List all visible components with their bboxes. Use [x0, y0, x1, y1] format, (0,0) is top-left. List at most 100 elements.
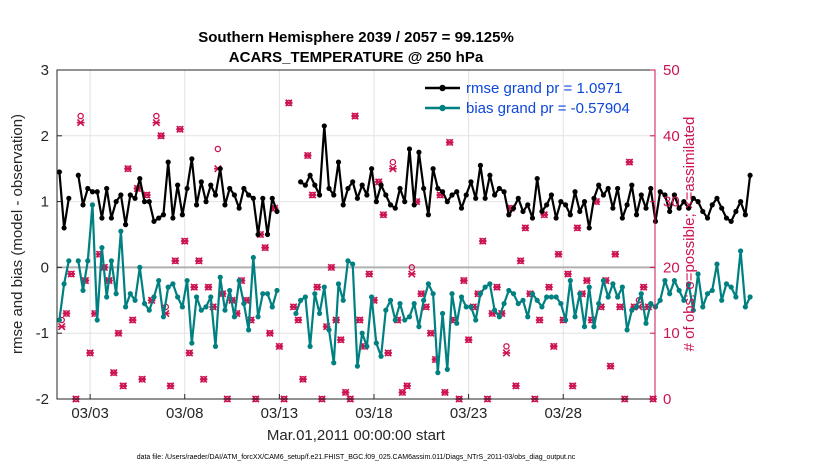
- rmse-point: [728, 218, 734, 224]
- rmse-point: [700, 208, 706, 215]
- rmse-point: [122, 222, 129, 228]
- obs-assimilated-marker: [464, 336, 473, 344]
- rmse-point: [321, 123, 327, 129]
- bias-point: [421, 297, 427, 303]
- rmse-point: [529, 215, 536, 221]
- obs-assimilated-marker: [308, 191, 317, 199]
- bias-point: [577, 291, 583, 297]
- rmse-point: [255, 231, 261, 238]
- bias-point: [496, 314, 502, 320]
- rmse-point: [137, 175, 143, 182]
- rmse-point: [667, 208, 673, 215]
- rmse-point: [350, 179, 356, 185]
- rmse-point: [274, 208, 280, 215]
- rmse-point: [146, 199, 152, 205]
- rmse-point: [638, 192, 644, 198]
- rmse-point: [534, 175, 540, 182]
- rmse-point: [506, 212, 512, 218]
- obs-assimilated-marker: [341, 388, 350, 397]
- rmse-point: [468, 179, 474, 185]
- rmse-point: [619, 215, 625, 221]
- bias-point: [170, 281, 176, 287]
- rmse-point: [151, 218, 157, 224]
- y2-axis-label: # of obs: o=possible; ×=assimilated: [681, 117, 698, 352]
- bias-point: [439, 310, 446, 317]
- rmse-point: [586, 225, 592, 231]
- obs-assimilated-marker: [195, 257, 203, 265]
- obs-assimilated-marker: [313, 283, 322, 291]
- bias-point: [156, 277, 162, 284]
- y2-tick-label: 10: [663, 325, 680, 342]
- rmse-point: [425, 212, 431, 218]
- rmse-point: [421, 185, 427, 192]
- bias-point: [619, 284, 625, 290]
- bias-point: [80, 287, 86, 294]
- bias-point: [331, 360, 337, 366]
- bias-point: [586, 284, 592, 290]
- bias-point: [193, 294, 200, 300]
- obs-assimilated-marker: [521, 224, 530, 232]
- bias-point: [392, 317, 398, 323]
- obs-assimilated-marker: [512, 382, 520, 390]
- rmse-point: [402, 199, 408, 205]
- rmse-point: [709, 202, 715, 208]
- bias-point: [335, 281, 342, 287]
- rmse-point: [227, 185, 233, 192]
- bias-point: [146, 307, 152, 313]
- bias-point: [562, 317, 569, 323]
- bias-point: [383, 307, 389, 313]
- rmse-point: [553, 215, 559, 221]
- bias-point: [633, 304, 640, 310]
- bias-point: [473, 317, 479, 323]
- bias-point: [369, 294, 375, 300]
- rmse-point: [454, 189, 460, 195]
- rmse-point: [345, 185, 351, 192]
- obs-assimilated-marker: [564, 270, 572, 278]
- bias-point: [373, 340, 379, 346]
- obs-assimilated-marker: [190, 283, 198, 291]
- bias-point: [558, 300, 564, 307]
- obs-assimilated-marker: [124, 164, 132, 173]
- obs-assimilated-marker: [502, 349, 511, 357]
- obs-assimilated-marker: [398, 388, 407, 397]
- rmse-point: [217, 166, 223, 172]
- rmse-point: [250, 195, 256, 201]
- rmse-point: [264, 231, 271, 238]
- obs-assimilated-marker: [337, 336, 345, 344]
- rmse-point: [369, 166, 375, 172]
- rmse-point: [89, 189, 96, 195]
- y2-tick-label: 50: [663, 62, 680, 79]
- bias-point: [236, 277, 242, 284]
- bias-point: [184, 277, 190, 284]
- bias-point: [406, 314, 413, 320]
- y2-tick-label: 40: [663, 128, 680, 145]
- bias-point: [141, 300, 148, 307]
- y-tick-label: 2: [41, 128, 49, 145]
- rmse-point: [66, 195, 72, 201]
- rmse-point: [231, 192, 238, 198]
- rmse-point: [222, 202, 228, 208]
- rmse-point: [99, 215, 105, 221]
- rmse-point: [75, 172, 81, 178]
- bias-point: [137, 264, 143, 270]
- rmse-point: [496, 185, 502, 192]
- obs-assimilated-marker: [351, 112, 359, 120]
- bias-point: [643, 320, 649, 326]
- rmse-point: [198, 179, 204, 185]
- rmse-point: [548, 192, 554, 198]
- rmse-point: [695, 199, 701, 205]
- obs-assimilated-marker: [545, 283, 553, 291]
- bias-point: [657, 297, 663, 303]
- rmse-point: [657, 189, 663, 195]
- bias-point: [350, 261, 356, 267]
- bias-point: [468, 304, 474, 310]
- obs-assimilated-marker: [379, 210, 388, 219]
- obs-assimilated-marker: [568, 382, 577, 390]
- rmse-point: [246, 192, 252, 198]
- chart-title-line2: ACARS_TEMPERATURE @ 250 hPa: [229, 49, 484, 66]
- obs-assimilated-marker: [389, 164, 397, 173]
- rmse-point: [203, 199, 209, 205]
- rmse-point: [85, 185, 91, 192]
- rmse-point: [335, 159, 342, 165]
